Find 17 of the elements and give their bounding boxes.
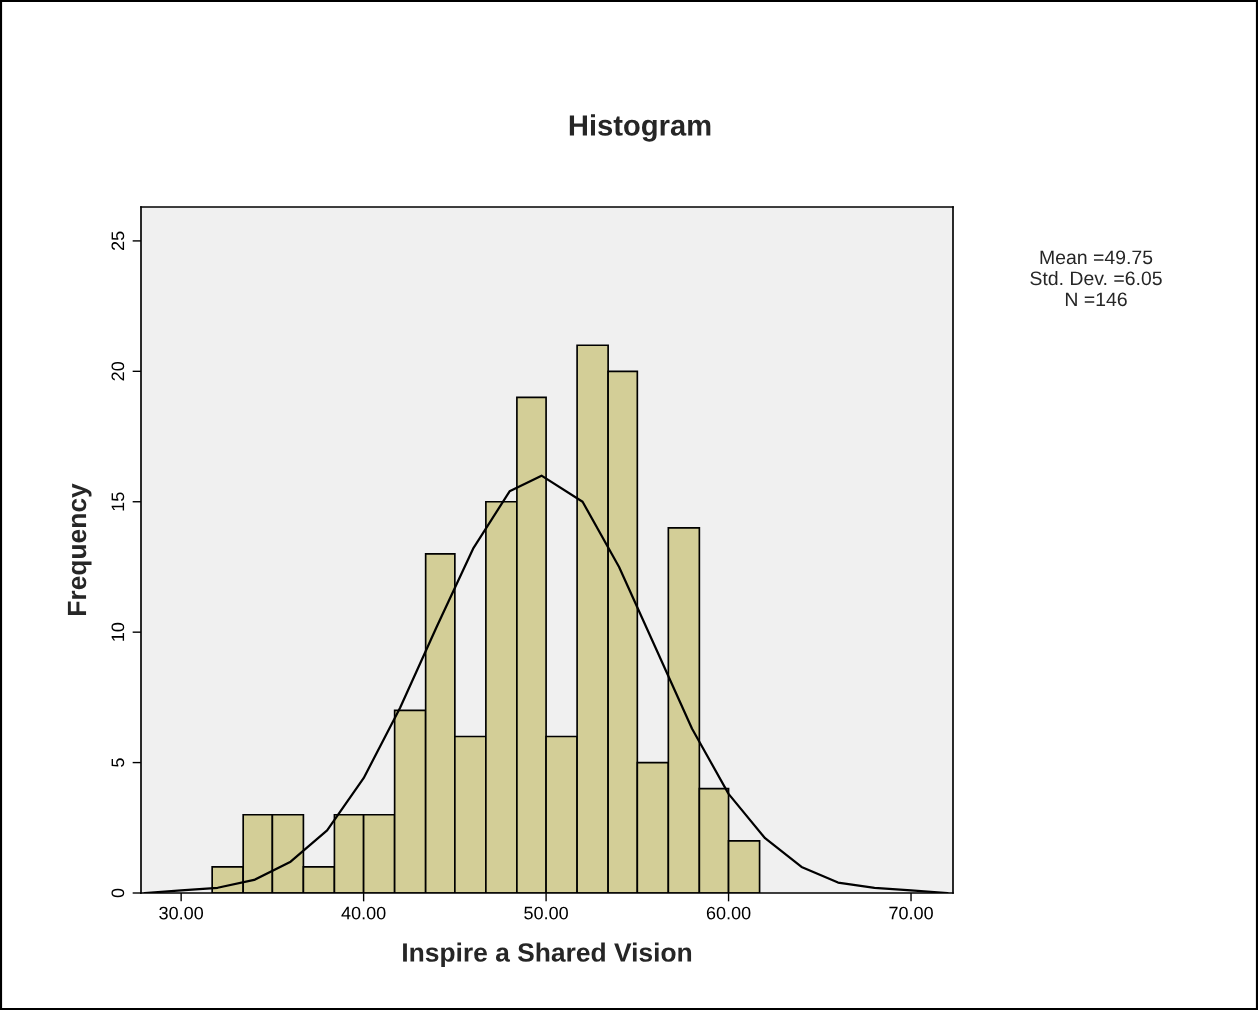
x-tick-label: 60.00	[706, 906, 751, 920]
x-axis-title: Inspire a Shared Vision	[403, 942, 692, 968]
text: Mean =49.75	[1040, 250, 1153, 265]
chart-title: Histogram	[569, 114, 711, 142]
y-axis-title: Frequency	[67, 483, 92, 615]
x-tick-label: 30.00	[159, 906, 204, 920]
y-tick-label: 20	[111, 361, 125, 381]
text: Std. Dev. =6.05	[1030, 270, 1162, 286]
text: N =146	[1065, 292, 1127, 307]
y-tick-label: 5	[111, 758, 125, 767]
x-tick-label: 70.00	[889, 906, 933, 920]
y-tick-label: 10	[111, 622, 125, 641]
y-tick-label: 25	[111, 231, 125, 251]
x-tick-label: 40.00	[341, 906, 386, 920]
y-tick-label: 15	[111, 492, 125, 511]
x-tick-label: 50.00	[524, 906, 568, 920]
y-tick-label: 0	[111, 888, 125, 898]
